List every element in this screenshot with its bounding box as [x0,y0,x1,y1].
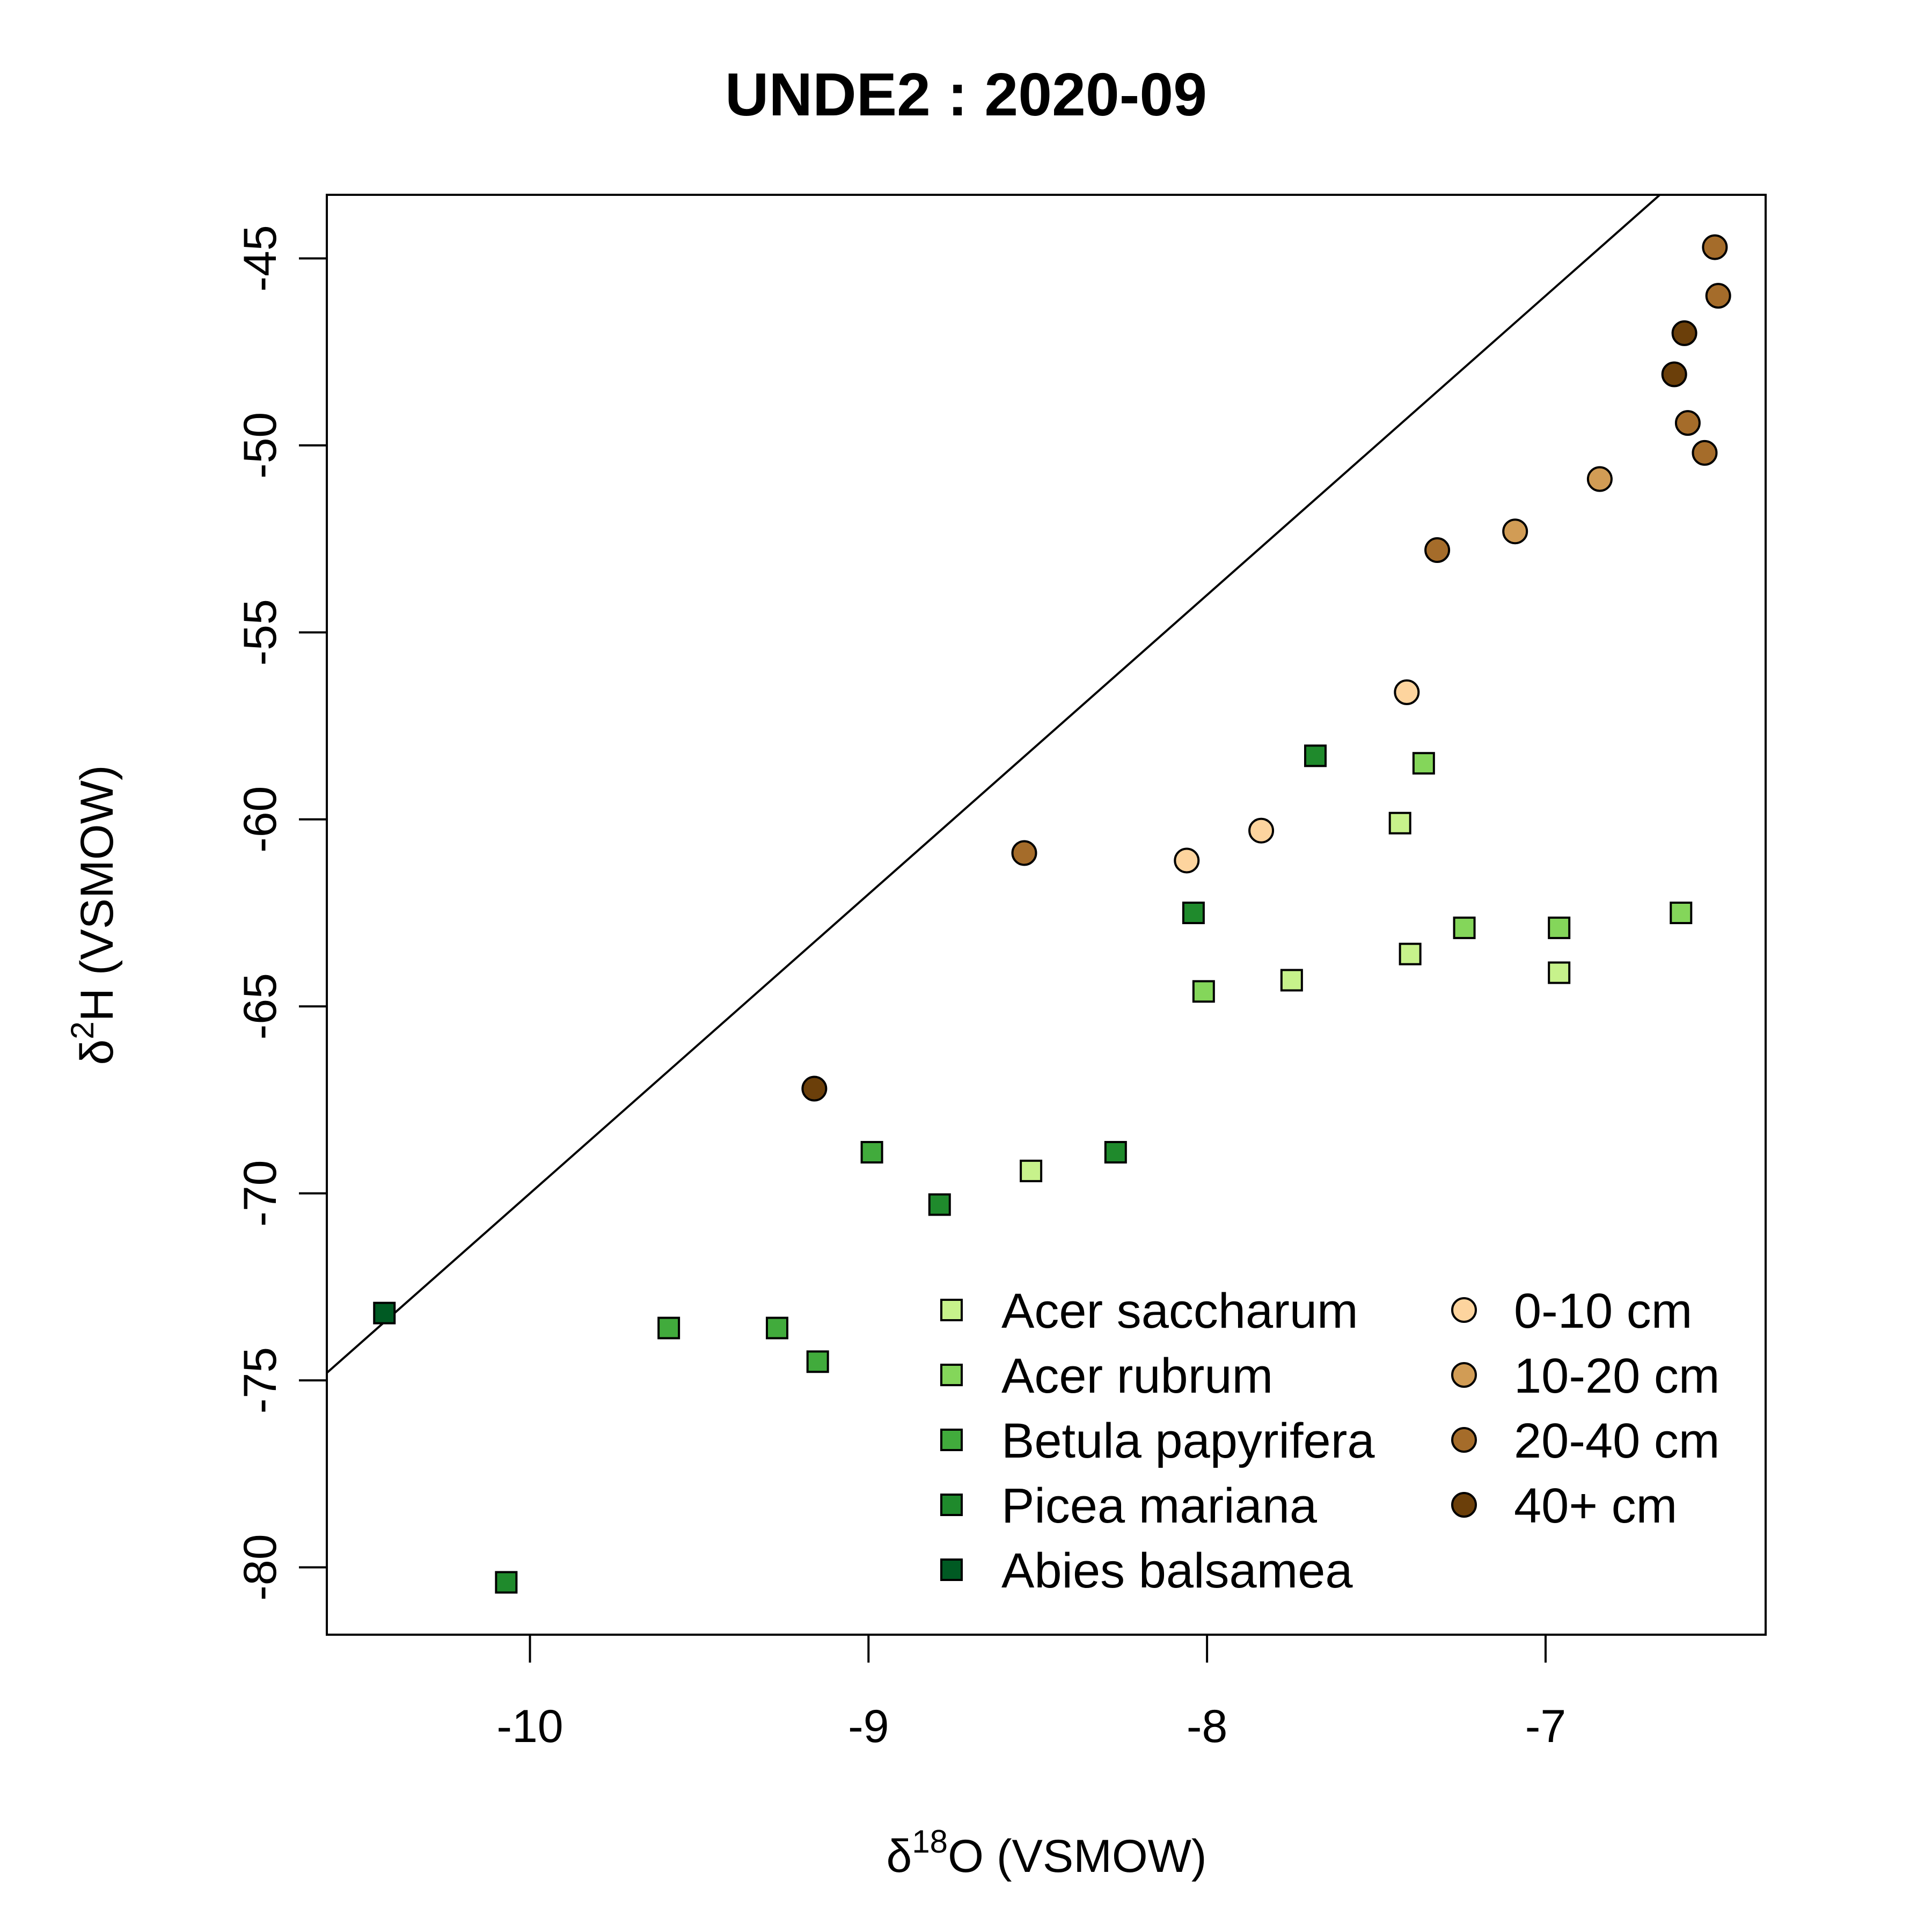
x-tick-label: -7 [1525,1701,1566,1752]
legend-label: 20-40 cm [1514,1414,1720,1468]
y-tick-label: -50 [235,412,286,479]
reference-line [327,195,1662,1374]
legend-label: Betula papyrifera [1001,1414,1375,1468]
y-tick-label: -45 [235,225,286,291]
data-point [1304,744,1327,767]
data-point [1424,537,1451,564]
y-tick-label: -80 [235,1534,286,1600]
series-20-40-cm [1011,234,1731,866]
legend-marker [1451,1362,1477,1388]
data-point [1248,817,1275,844]
data-point [1453,916,1476,939]
y-tick-label: -60 [235,786,286,853]
data-point [928,1193,951,1216]
x-tick-label: -8 [1187,1701,1227,1752]
series-betula-papyrifera [657,1141,883,1373]
series-0-10-cm [1174,679,1420,874]
data-point [801,1075,828,1102]
data-point [1548,961,1571,984]
y-tick-label: -75 [235,1347,286,1414]
data-point [1412,752,1435,775]
data-point [1020,1159,1043,1182]
data-point [1671,320,1697,346]
x-axis: -10 -9 -8 -7 [496,1635,1566,1752]
series-acer-rubrum [1192,752,1693,1003]
data-point [495,1571,518,1594]
legend-marker [940,1558,963,1581]
x-tick-label: -9 [848,1701,889,1752]
y-axis-label-text: H (VSMOW) [71,765,123,1022]
series-acer-saccharum [1020,811,1571,1182]
data-point [1548,916,1571,939]
data-point [1104,1141,1127,1164]
data-point [1182,902,1205,925]
chart-title: UNDE2 : 2020-09 [725,61,1207,128]
data-point [1011,840,1037,866]
x-axis-label-superscript: 18 [912,1824,948,1860]
legend-label: Acer rubrum [1001,1349,1273,1403]
legend-marker [1451,1297,1477,1323]
legend-item-picea-mariana: Picea mariana [940,1479,1318,1533]
data-point [1399,942,1422,965]
series-abies-balsamea [373,1301,396,1324]
y-tick-label: -65 [235,973,286,1040]
data-point [1388,811,1411,835]
legend-marker [1451,1427,1477,1453]
x-axis-label-text: O (VSMOW) [948,1831,1207,1882]
series-picea-mariana [495,744,1327,1594]
data-point [1502,518,1528,545]
legend: Acer saccharum Acer rubrum Betula papyrife… [940,1284,1720,1598]
legend-label: Abies balsamea [1001,1543,1353,1598]
legend-label: Picea mariana [1001,1479,1318,1533]
legend-item-20-40-cm: 20-40 cm [1451,1414,1720,1468]
legend-label: Acer saccharum [1001,1284,1358,1338]
data-point [860,1141,883,1164]
data-point [765,1316,788,1340]
data-point [1705,283,1731,309]
legend-item-acer-saccharum: Acer saccharum [940,1284,1358,1338]
y-axis-label-superscript: 2 [64,1021,100,1039]
legend-item-betula-papyrifera: Betula papyrifera [940,1414,1375,1468]
data-point [373,1301,396,1324]
data-point [1192,980,1215,1003]
x-tick-label: -10 [496,1701,563,1752]
legend-marker [940,1364,963,1386]
data-point [1674,410,1701,436]
legend-marker [940,1429,963,1451]
legend-label: 10-20 cm [1514,1349,1720,1403]
legend-item-10-20-cm: 10-20 cm [1451,1349,1720,1403]
data-point [657,1316,680,1340]
legend-marker [940,1299,963,1321]
y-axis: -80 -75 -70 -65 -60 -55 -50 -45 [235,225,327,1601]
y-axis-label-symbol: δ [71,1040,123,1065]
x-axis-label: δ18O (VSMOW) [886,1824,1206,1882]
legend-item-0-10-cm: 0-10 cm [1451,1284,1692,1338]
data-point [1394,679,1420,705]
legend-item-acer-rubrum: Acer rubrum [940,1349,1273,1403]
data-point [1280,969,1303,992]
y-axis-label: δ2H (VSMOW) [64,765,123,1065]
data-point [1702,234,1728,260]
y-tick-label: -70 [235,1160,286,1227]
data-point [1661,361,1687,387]
data-point [1692,440,1718,466]
x-axis-label-symbol: δ [886,1831,912,1882]
series-10-20-cm [1502,466,1613,545]
legend-label: 0-10 cm [1514,1284,1692,1338]
legend-item-abies-balsamea: Abies balsamea [940,1543,1353,1598]
legend-marker [940,1494,963,1516]
series-40-cm [801,320,1697,1102]
y-tick-label: -55 [235,599,286,665]
plot-frame [326,194,1767,1636]
plot-area [327,195,1731,1594]
data-point [806,1350,829,1373]
legend-label: 40+ cm [1514,1479,1677,1533]
data-point [1174,847,1200,874]
data-point [1670,902,1693,925]
data-point [1586,466,1613,492]
legend-item-40-cm: 40+ cm [1451,1479,1677,1533]
legend-marker [1451,1492,1477,1518]
